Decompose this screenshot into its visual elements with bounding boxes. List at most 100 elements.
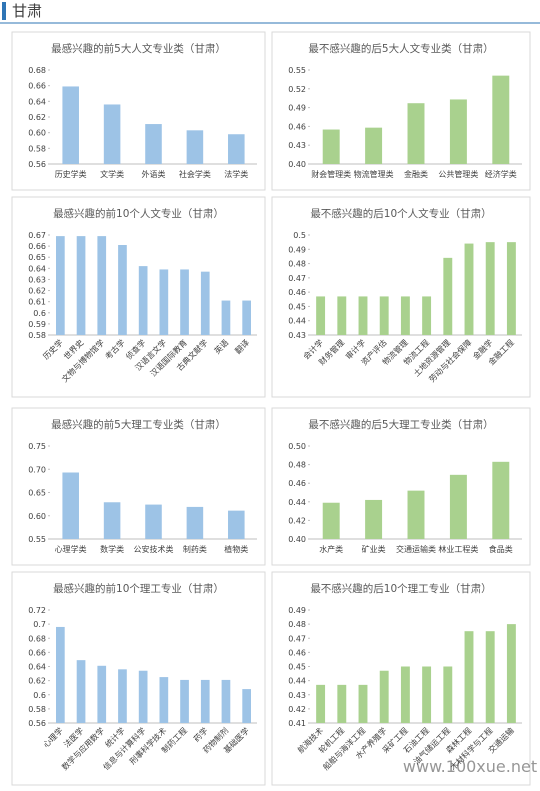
panel: [271, 407, 531, 566]
bar: [228, 510, 245, 539]
bar: [506, 242, 516, 335]
y-tick-label: 0.65: [28, 489, 46, 498]
y-tick-label: 0.46: [288, 122, 306, 131]
panel: [11, 571, 266, 786]
bar: [322, 502, 340, 539]
y-tick-label: 0.60: [28, 512, 46, 521]
bar: [97, 665, 107, 723]
x-tick-label: 法学类: [224, 169, 248, 179]
x-tick-label: 公共管理类: [438, 169, 478, 179]
bar: [358, 684, 368, 723]
bar: [506, 624, 516, 723]
y-tick-label: 0.44: [288, 677, 306, 686]
bar: [76, 236, 86, 335]
y-tick-label: 0.43: [288, 331, 306, 340]
y-tick-label: 0.49: [288, 606, 306, 615]
bar: [379, 296, 389, 335]
x-tick-label: 制药类: [183, 544, 207, 554]
y-tick-label: 0.72: [28, 606, 46, 615]
y-tick-label: 0.44: [288, 317, 306, 326]
bar: [159, 677, 169, 723]
bar: [159, 269, 169, 335]
y-tick-label: 0.55: [28, 535, 46, 544]
bar: [443, 257, 453, 335]
bar: [221, 679, 231, 723]
x-tick-label: 数学类: [100, 544, 124, 554]
y-tick-label: 0.46: [288, 648, 306, 657]
bar: [422, 666, 432, 723]
bar: [118, 669, 127, 723]
y-tick-label: 0.6: [33, 309, 46, 318]
bar: [365, 127, 383, 164]
bar: [407, 103, 425, 164]
chart-title: 最不感兴趣的后5大人文专业类（甘肃）: [308, 42, 493, 55]
y-tick-label: 0.48: [288, 260, 306, 269]
y-tick-label: 0.68: [28, 66, 46, 75]
bar: [365, 499, 383, 539]
y-tick-label: 0.42: [288, 516, 306, 525]
y-tick-label: 0.59: [28, 320, 46, 329]
y-tick-label: 0.68: [28, 634, 46, 643]
x-tick-label: 金融类: [404, 169, 428, 179]
bar: [62, 472, 79, 539]
y-tick-label: 0.7: [33, 620, 46, 629]
bar: [379, 670, 389, 723]
x-tick-label: 社会学类: [179, 169, 211, 179]
y-tick-label: 0.66: [28, 242, 46, 251]
bar: [221, 300, 231, 335]
bar: [180, 679, 189, 723]
y-tick-label: 0.55: [288, 66, 306, 75]
bar: [118, 245, 127, 335]
bar: [316, 684, 326, 723]
y-tick-label: 0.64: [28, 97, 46, 106]
y-tick-label: 0.62: [28, 677, 46, 686]
bar: [400, 296, 410, 335]
x-tick-label: 外语类: [142, 169, 166, 179]
chart-title: 最不感兴趣的后5大理工专业类（甘肃）: [308, 418, 493, 431]
y-tick-label: 0.49: [288, 104, 306, 113]
y-tick-label: 0.65: [28, 253, 46, 262]
bar: [337, 684, 347, 723]
x-tick-label: 交通运输类: [396, 544, 436, 554]
y-tick-label: 0.64: [28, 663, 46, 672]
y-tick-label: 0.48: [288, 461, 306, 470]
bar: [242, 300, 251, 335]
y-tick-label: 0.45: [288, 663, 306, 672]
panel: [11, 407, 266, 566]
y-tick-label: 0.58: [28, 144, 46, 153]
y-tick-label: 0.48: [288, 620, 306, 629]
bar: [186, 130, 204, 164]
bar: [485, 631, 495, 723]
bar: [337, 296, 347, 335]
x-tick-label: 矿业类: [362, 544, 386, 554]
bar: [97, 236, 107, 335]
y-tick-label: 0.56: [28, 719, 46, 728]
y-tick-label: 0.66: [28, 648, 46, 657]
y-tick-label: 0.47: [288, 274, 306, 283]
x-tick-label: 经济学类: [485, 169, 517, 179]
panel: [271, 31, 531, 191]
header-title: 甘肃: [12, 2, 42, 20]
chart-title: 最感兴趣的前10个理工专业（甘肃）: [53, 582, 224, 595]
y-tick-label: 0.62: [28, 287, 46, 296]
x-tick-label: 物流管理类: [354, 169, 394, 179]
y-tick-label: 0.52: [288, 85, 306, 94]
bar: [242, 689, 251, 723]
bar: [138, 670, 148, 723]
bar: [400, 666, 410, 723]
bar: [228, 134, 245, 164]
y-tick-label: 0.58: [28, 705, 46, 714]
y-tick-label: 0.50: [288, 442, 306, 451]
watermark: www.100xue.net: [403, 757, 537, 776]
bar: [56, 236, 65, 335]
x-tick-label: 植物类: [224, 544, 248, 554]
y-tick-label: 0.66: [28, 82, 46, 91]
y-tick-label: 0.60: [28, 129, 46, 138]
y-tick-label: 0.6: [33, 691, 46, 700]
panel: [11, 31, 266, 191]
y-tick-label: 0.40: [288, 160, 306, 169]
y-tick-label: 0.49: [288, 245, 306, 254]
y-tick-label: 0.64: [28, 264, 46, 273]
bar: [464, 243, 474, 335]
bar: [186, 506, 204, 539]
